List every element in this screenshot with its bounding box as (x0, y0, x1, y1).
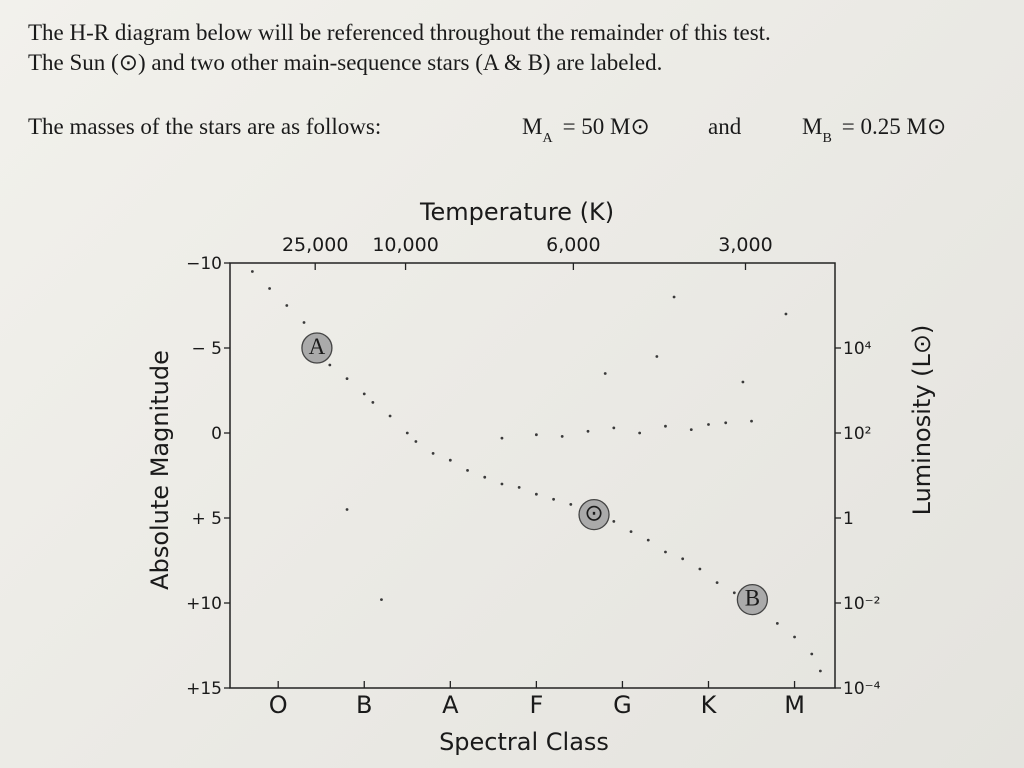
mass-subscript: A (542, 131, 553, 146)
x-tick-label: O (269, 691, 288, 719)
star-dot (715, 581, 719, 584)
y2-tick-label: 1 (843, 509, 854, 529)
y2-tick-label: 10⁴ (843, 339, 872, 359)
star-dot (784, 312, 788, 316)
x-tick-label: A (442, 691, 459, 719)
x2-axis-title: Temperature (K) (419, 198, 614, 226)
star-dot (586, 429, 590, 433)
mass-symbol: M (802, 114, 822, 139)
star-dot (629, 530, 633, 533)
star-dot (362, 392, 366, 396)
star-label: A (309, 334, 326, 359)
x-tick-label: M (784, 691, 805, 719)
y-tick-label: − 5 (192, 339, 222, 359)
star-dot (250, 270, 254, 273)
labeled-star (578, 498, 610, 531)
star-dot (345, 508, 349, 511)
y2-tick-label: 10² (843, 424, 871, 444)
mass-b: MB = 0.25 M⊙ (802, 114, 946, 146)
star-dot (302, 321, 306, 324)
star-dot (517, 486, 521, 489)
star-dot (810, 652, 814, 656)
x2-tick-label: 3,000 (718, 234, 772, 256)
mass-a: MA = 50 M⊙ (522, 114, 650, 146)
x-tick-label: B (356, 691, 372, 719)
star-label: ⊙ (584, 501, 603, 526)
y2-axis-title: Luminosity (L⊙) (908, 325, 936, 516)
star-dot (534, 492, 538, 496)
intro-line: The Sun (⊙) and two other main-sequence … (28, 50, 662, 75)
x2-tick-label: 10,000 (372, 234, 438, 256)
star-dot (431, 452, 435, 455)
star-dot (388, 414, 392, 418)
star-dot (664, 550, 667, 554)
y-tick-label: + 5 (192, 509, 222, 529)
intro-line: The H-R diagram below will be referenced… (28, 20, 771, 45)
star-dot (818, 669, 822, 673)
masses-intro: The masses of the stars are as follows: (28, 114, 381, 139)
conjunction: and (708, 114, 742, 139)
x-axis-title: Spectral Class (439, 728, 609, 756)
star-dot (534, 433, 538, 437)
x2-tick-label: 25,000 (282, 234, 348, 256)
y-tick-label: −10 (186, 254, 222, 274)
star-dot (681, 557, 685, 561)
mass-value: = 0.25 M⊙ (842, 114, 946, 139)
star-dot (655, 355, 659, 358)
star-dot (638, 431, 642, 435)
star-dot (285, 304, 289, 307)
star-dot (612, 520, 616, 523)
mass-symbol: M (522, 114, 542, 139)
star-dot (345, 377, 349, 380)
star-dot (560, 435, 564, 438)
star-dot (466, 469, 469, 472)
star-dot (500, 436, 504, 440)
star-dot (380, 598, 383, 601)
labeled-star (301, 332, 333, 364)
star-dot (448, 458, 452, 462)
mass-subscript: B (822, 131, 831, 146)
star-dot (646, 538, 650, 542)
x-tick-label: F (529, 691, 543, 719)
x-tick-label: K (701, 691, 718, 719)
star-dot (268, 287, 271, 290)
star-dot (664, 424, 667, 428)
star-dot (707, 423, 710, 426)
star-dot (612, 426, 616, 430)
hr-diagram: Temperature (K) Spectral Class Absolute … (146, 198, 936, 756)
mass-value: = 50 M⊙ (563, 114, 650, 139)
y-tick-label: +10 (186, 594, 222, 614)
y-axis-title: Absolute Magnitude (146, 350, 174, 590)
labeled-star (736, 583, 769, 616)
y-tick-label: 0 (211, 424, 222, 444)
star-dot (689, 428, 693, 431)
star-dot (414, 440, 418, 443)
y2-tick-label: 10⁻² (843, 594, 880, 614)
y2-tick-label: 10⁻⁴ (843, 679, 881, 699)
star-dot (750, 419, 753, 423)
star-dot (793, 635, 796, 639)
star-dot (698, 567, 702, 571)
star-label: B (745, 586, 760, 611)
x-tick-label: G (613, 691, 632, 719)
star-dot (603, 372, 607, 375)
star-dot (732, 591, 736, 595)
star-dot (405, 431, 409, 435)
plot-frame (229, 262, 836, 689)
star-dot (775, 622, 779, 625)
star-dot (552, 497, 555, 501)
star-dot (569, 503, 573, 506)
star-dot (500, 482, 504, 486)
star-dot (741, 380, 745, 384)
star-dot (672, 295, 676, 299)
y-tick-label: +15 (186, 679, 222, 699)
star-dot (724, 421, 728, 425)
star-dot (483, 475, 487, 479)
star-dot (328, 363, 332, 367)
x2-tick-label: 6,000 (546, 234, 600, 256)
star-dot (371, 401, 375, 404)
